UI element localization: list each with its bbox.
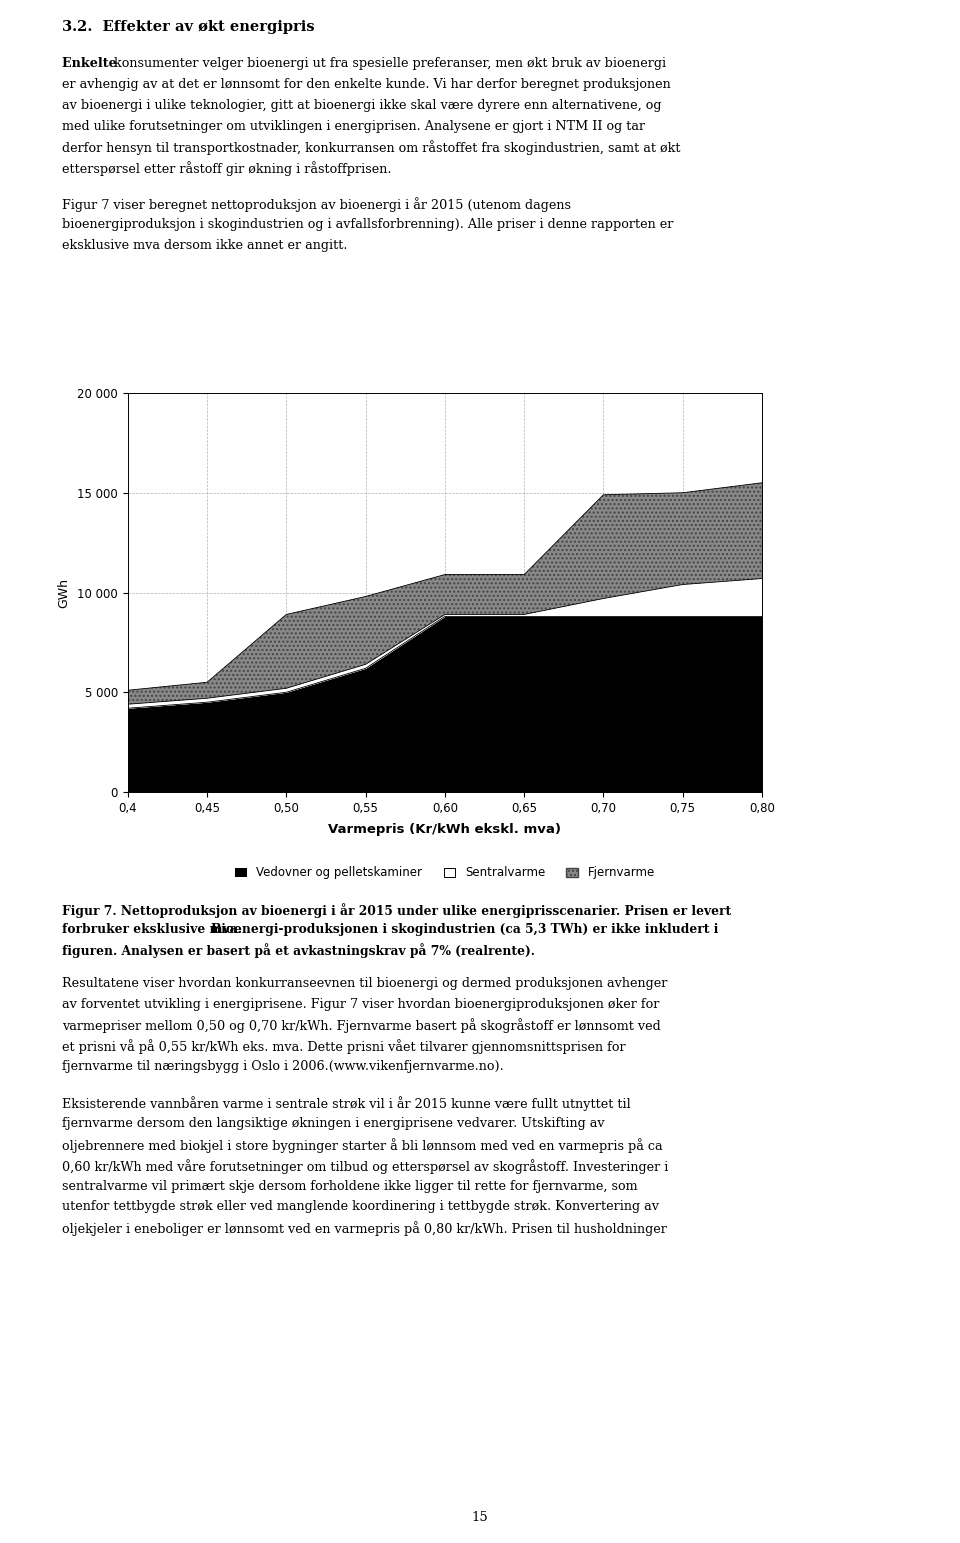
- Text: 3.2.  Effekter av økt energipris: 3.2. Effekter av økt energipris: [62, 20, 315, 34]
- Text: konsumenter velger bioenergi ut fra spesielle preferanser, men økt bruk av bioen: konsumenter velger bioenergi ut fra spes…: [114, 57, 666, 69]
- Text: fjernvarme til næringsbygg i Oslo i 2006.(www.vikenfjernvarme.no).: fjernvarme til næringsbygg i Oslo i 2006…: [62, 1060, 504, 1072]
- Text: Bioenergi-produksjonen i skogindustrien (ca 5,3 TWh) er ikke inkludert i: Bioenergi-produksjonen i skogindustrien …: [211, 923, 719, 935]
- Text: Eksisterende vannbåren varme i sentrale strøk vil i år 2015 kunne være fullt utn: Eksisterende vannbåren varme i sentrale …: [62, 1096, 631, 1111]
- Text: etterspørsel etter råstoff gir økning i råstoffprisen.: etterspørsel etter råstoff gir økning i …: [62, 162, 392, 176]
- Y-axis label: GWh: GWh: [58, 577, 70, 608]
- Text: derfor hensyn til transportkostnader, konkurransen om råstoffet fra skogindustri: derfor hensyn til transportkostnader, ko…: [62, 140, 681, 156]
- Text: forbruker eksklusive mva.: forbruker eksklusive mva.: [62, 923, 247, 935]
- Text: er avhengig av at det er lønnsomt for den enkelte kunde. Vi har derfor beregnet : er avhengig av at det er lønnsomt for de…: [62, 77, 671, 91]
- Text: 0,60 kr/kWh med våre forutsetninger om tilbud og etterspørsel av skogråstoff. In: 0,60 kr/kWh med våre forutsetninger om t…: [62, 1159, 669, 1174]
- Text: av bioenergi i ulike teknologier, gitt at bioenergi ikke skal være dyrere enn al: av bioenergi i ulike teknologier, gitt a…: [62, 99, 661, 111]
- Text: sentralvarme vil primært skje dersom forholdene ikke ligger til rette for fjernv: sentralvarme vil primært skje dersom for…: [62, 1179, 638, 1193]
- Text: av forventet utvikling i energiprisene. Figur 7 viser hvordan bioenergiproduksjo: av forventet utvikling i energiprisene. …: [62, 998, 660, 1011]
- Text: Enkelte: Enkelte: [62, 57, 122, 69]
- Text: fjernvarme dersom den langsiktige økningen i energiprisene vedvarer. Utskifting : fjernvarme dersom den langsiktige økning…: [62, 1117, 605, 1129]
- Text: figuren. Analysen er basert på et avkastningskrav på 7% (realrente).: figuren. Analysen er basert på et avkast…: [62, 943, 536, 958]
- Text: Resultatene viser hvordan konkurranseevnen til bioenergi og dermed produksjonen : Resultatene viser hvordan konkurranseevn…: [62, 977, 668, 989]
- Text: bioenergiproduksjon i skogindustrien og i avfallsforbrenning). Alle priser i den: bioenergiproduksjon i skogindustrien og …: [62, 218, 674, 231]
- Text: et prisni vå på 0,55 kr/kWh eks. mva. Dette prisni vået tilvarer gjennomsnittspr: et prisni vå på 0,55 kr/kWh eks. mva. De…: [62, 1040, 626, 1054]
- Text: med ulike forutsetninger om utviklingen i energiprisen. Analysene er gjort i NTM: med ulike forutsetninger om utviklingen …: [62, 120, 645, 133]
- Legend: Vedovner og pelletskaminer, Sentralvarme, Fjernvarme: Vedovner og pelletskaminer, Sentralvarme…: [230, 861, 660, 884]
- Text: Figur 7. Nettoproduksjon av bioenergi i år 2015 under ulike energiprisscenarier.: Figur 7. Nettoproduksjon av bioenergi i …: [62, 903, 732, 918]
- Text: 15: 15: [471, 1512, 489, 1524]
- Text: eksklusive mva dersom ikke annet er angitt.: eksklusive mva dersom ikke annet er angi…: [62, 239, 348, 252]
- Text: utenfor tettbygde strøk eller ved manglende koordinering i tettbygde strøk. Konv: utenfor tettbygde strøk eller ved mangle…: [62, 1200, 660, 1213]
- Text: oljekjeler i eneboliger er lønnsomt ved en varmepris på 0,80 kr/kWh. Prisen til : oljekjeler i eneboliger er lønnsomt ved …: [62, 1222, 667, 1236]
- X-axis label: Varmepris (Kr/kWh ekskl. mva): Varmepris (Kr/kWh ekskl. mva): [328, 822, 562, 836]
- Text: varmepriser mellom 0,50 og 0,70 kr/kWh. Fjernvarme basert på skogråstoff er lønn: varmepriser mellom 0,50 og 0,70 kr/kWh. …: [62, 1018, 661, 1034]
- Text: Figur 7 viser beregnet nettoproduksjon av bioenergi i år 2015 (utenom dagens: Figur 7 viser beregnet nettoproduksjon a…: [62, 198, 571, 213]
- Text: oljebrennere med biokjel i store bygninger starter å bli lønnsom med ved en varm: oljebrennere med biokjel i store bygning…: [62, 1139, 663, 1153]
